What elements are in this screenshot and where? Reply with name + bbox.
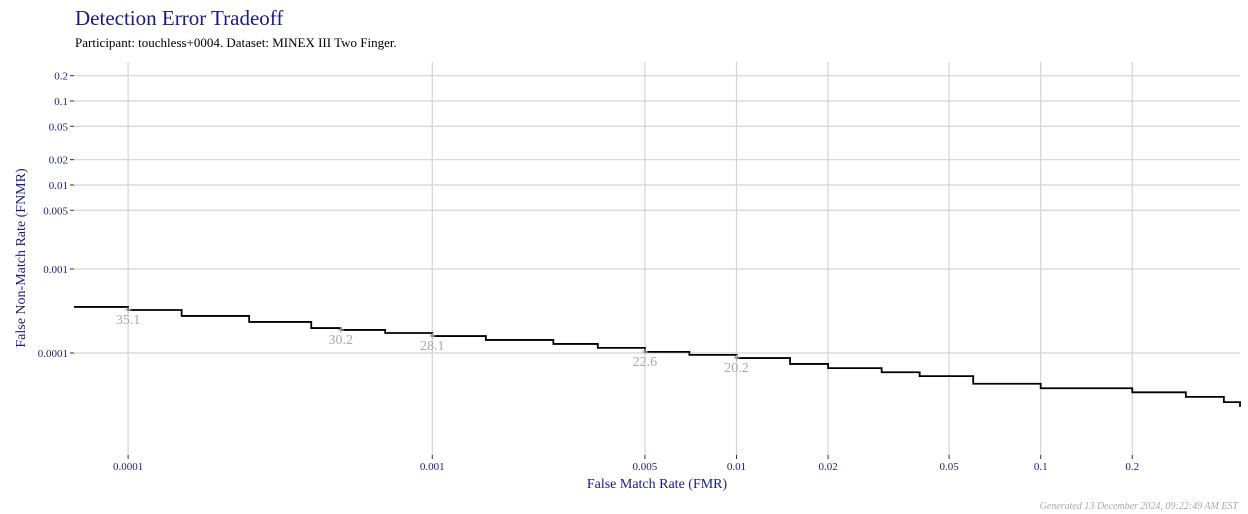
y-tick-label: 0.0001 [38, 348, 68, 360]
annotation-label: 28.1 [420, 339, 445, 354]
footer: Generated 13 December 2024, 09:22:49 AM … [1040, 501, 1240, 512]
y-tick-label: 0.02 [49, 155, 68, 167]
x-tick-label: 0.1 [1034, 461, 1048, 473]
y-tick-label: 0.005 [43, 205, 68, 217]
y-axis-label: False Non-Match Rate (FNMR) [14, 168, 29, 348]
chart-title: Detection Error Tradeoff [75, 6, 283, 30]
x-tick-label: 0.02 [818, 461, 837, 473]
annotation-marker [337, 326, 344, 333]
annotation-label: 20.2 [724, 361, 749, 376]
x-tick-label: 0.05 [940, 461, 960, 473]
annotation-marker [641, 348, 648, 355]
det-curve [74, 306, 1241, 407]
annotation-marker [429, 333, 436, 340]
annotation-label: 30.2 [328, 333, 353, 348]
x-tick-label: 0.001 [420, 461, 445, 473]
y-tick-label: 0.2 [54, 71, 68, 83]
y-tick-label: 0.001 [43, 264, 68, 276]
annotation-label: 22.6 [633, 355, 658, 370]
x-tick-label: 0.01 [727, 461, 746, 473]
x-axis-label: False Match Rate (FMR) [587, 477, 728, 492]
annotation-label: 35.1 [116, 313, 141, 328]
y-tick-label: 0.01 [49, 180, 68, 192]
annotation-marker [125, 306, 132, 313]
annotation-marker [733, 355, 740, 362]
plot-background [74, 62, 1240, 455]
chart-subtitle: Participant: touchless+0004. Dataset: MI… [75, 35, 397, 50]
y-tick-label: 0.1 [54, 96, 68, 108]
x-tick-label: 0.2 [1125, 461, 1139, 473]
x-tick-label: 0.0001 [113, 461, 143, 473]
y-tick-label: 0.05 [49, 121, 69, 133]
x-tick-label: 0.005 [633, 461, 658, 473]
